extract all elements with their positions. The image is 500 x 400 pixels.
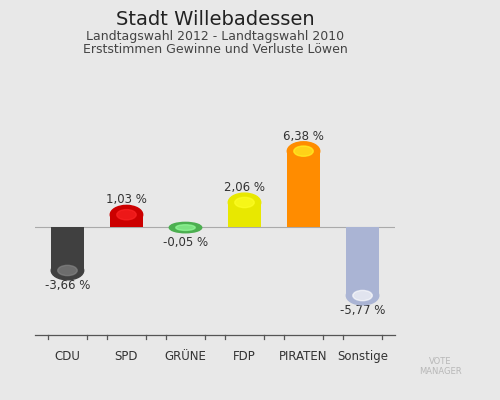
Text: CDU: CDU [54, 350, 80, 363]
Bar [170, 227, 202, 228]
Ellipse shape [294, 146, 314, 156]
Ellipse shape [346, 286, 379, 305]
Ellipse shape [170, 222, 202, 233]
Ellipse shape [51, 261, 84, 280]
Bar [110, 215, 142, 227]
Ellipse shape [110, 205, 142, 224]
Text: 6,38 %: 6,38 % [283, 130, 324, 143]
Text: Erststimmen Gewinne und Verluste Löwen: Erststimmen Gewinne und Verluste Löwen [82, 43, 347, 56]
Text: -5,77 %: -5,77 % [340, 304, 385, 317]
Ellipse shape [116, 210, 136, 220]
Bar [346, 227, 379, 296]
Text: 1,03 %: 1,03 % [106, 194, 147, 206]
Ellipse shape [288, 142, 320, 160]
Text: Sonstige: Sonstige [337, 350, 388, 363]
Ellipse shape [353, 290, 372, 301]
Text: SPD: SPD [114, 350, 138, 363]
Text: VOTE
MANAGER: VOTE MANAGER [418, 357, 462, 376]
Text: -3,66 %: -3,66 % [45, 279, 90, 292]
Text: Landtagswahl 2012 - Landtagswahl 2010: Landtagswahl 2012 - Landtagswahl 2010 [86, 30, 344, 43]
Text: Stadt Willebadessen: Stadt Willebadessen [116, 10, 314, 29]
Text: GRÜNE: GRÜNE [164, 350, 206, 363]
Text: 2,06 %: 2,06 % [224, 181, 265, 194]
Text: -0,05 %: -0,05 % [163, 236, 208, 249]
Ellipse shape [228, 193, 260, 212]
Text: FDP: FDP [233, 350, 256, 363]
Ellipse shape [235, 197, 254, 208]
Ellipse shape [58, 265, 77, 276]
Text: PIRATEN: PIRATEN [280, 350, 328, 363]
Bar [288, 151, 320, 227]
Bar [228, 202, 260, 227]
Bar [51, 227, 84, 270]
Ellipse shape [176, 225, 195, 230]
